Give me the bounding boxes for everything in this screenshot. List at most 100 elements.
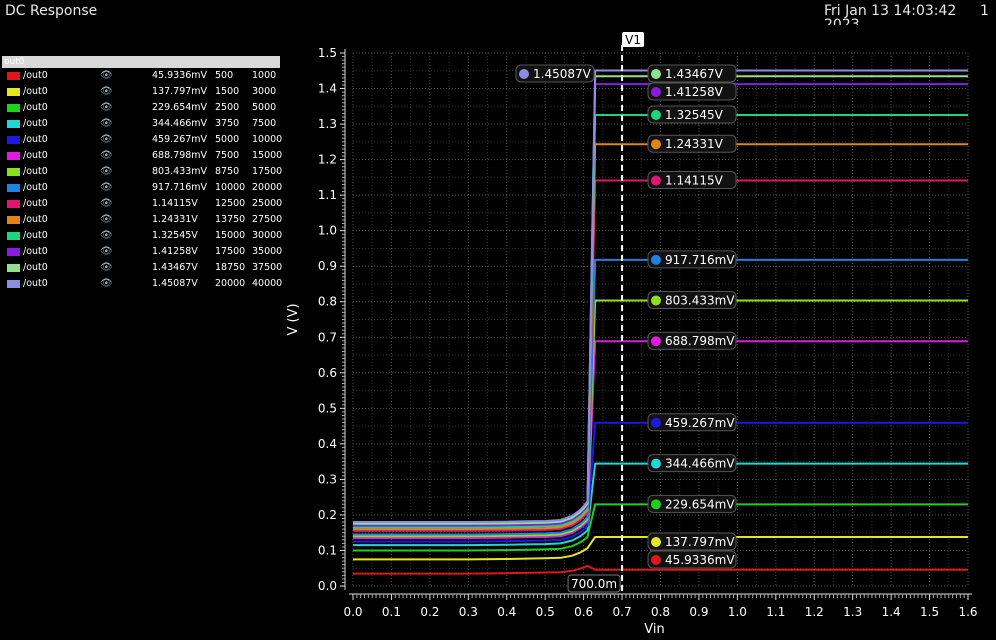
trace-name: /out0 — [23, 198, 48, 209]
trace-param-b: 5000 — [252, 102, 277, 113]
trace-param-a: 2500 — [215, 102, 240, 113]
visibility-eye-icon[interactable]: 👁 — [100, 118, 113, 129]
value-label: 917.716mV — [665, 253, 735, 267]
trace-value: 917.716mV — [152, 182, 208, 193]
value-label-box — [647, 291, 737, 310]
trace-value: 459.267mV — [152, 134, 208, 145]
x-tick-label: 1.4 — [882, 605, 901, 619]
visibility-eye-icon[interactable]: 👁 — [100, 278, 113, 289]
value-label-box — [647, 134, 737, 153]
value-label-box — [647, 331, 737, 350]
visibility-eye-icon[interactable]: 👁 — [100, 262, 113, 273]
visibility-eye-icon[interactable]: 👁 — [100, 230, 113, 241]
value-label-dot — [651, 175, 661, 186]
trace-value: 45.9336mV — [152, 70, 208, 81]
x-tick-label: 0.4 — [497, 605, 516, 619]
y-tick-label: 0.0 — [318, 579, 337, 593]
legend-row[interactable]: /out0 👁 137.797mV 1500 3000 — [2, 84, 280, 100]
trace-param-a: 13750 — [215, 214, 246, 225]
legend-row[interactable]: /out0 👁 803.433mV 8750 17500 — [2, 164, 282, 180]
trace-color-swatch — [7, 200, 20, 208]
value-label: 1.24331V — [665, 137, 724, 151]
legend-row[interactable]: /out0 👁 1.45087V 20000 40000 — [2, 276, 283, 292]
legend-row[interactable]: /out0 👁 1.43467V 18750 37500 — [2, 260, 282, 276]
visibility-eye-icon[interactable]: 👁 — [100, 182, 113, 193]
trace-param-a: 7500 — [215, 150, 240, 161]
x-tick-label: 0.7 — [613, 605, 632, 619]
page-number: 1 — [980, 3, 989, 19]
trace-value: 1.24331V — [152, 214, 198, 225]
trace-param-b: 25000 — [252, 198, 283, 209]
x-tick-label: 0.2 — [420, 605, 439, 619]
value-label: 1.41258V — [665, 85, 724, 99]
x-tick-label: 0.3 — [459, 605, 478, 619]
trace-name: /out0 — [23, 150, 48, 161]
trace-param-a: 15000 — [215, 230, 246, 241]
trace-color-swatch — [7, 184, 20, 192]
trace-value: 1.45087V — [152, 278, 198, 289]
value-label: 344.466mV — [665, 457, 735, 471]
value-label-box — [647, 64, 737, 83]
trace-value: 344.466mV — [152, 118, 208, 129]
value-label: 1.43467V — [665, 67, 724, 81]
value-label-dot — [651, 139, 661, 150]
trace-name: /out0 — [23, 166, 48, 177]
value-label: 1.14115V — [665, 174, 724, 188]
value-label-dot — [519, 69, 529, 79]
trace-param-b: 40000 — [252, 278, 283, 289]
trace-param-a: 5000 — [215, 134, 240, 145]
visibility-eye-icon[interactable]: 👁 — [100, 86, 113, 97]
visibility-eye-icon[interactable]: 👁 — [100, 134, 113, 145]
trace-name: /out0 — [23, 230, 48, 241]
trace-color-swatch — [7, 152, 20, 160]
legend-header[interactable]: out0 — [2, 56, 280, 68]
value-label: 137.797mV — [665, 535, 735, 549]
x-tick-label: 1.5 — [920, 605, 939, 619]
trace-color-swatch — [7, 104, 20, 112]
legend-row[interactable]: /out0 👁 45.9336mV 500 1000 — [2, 68, 280, 84]
value-label-dot — [651, 295, 661, 306]
legend-row[interactable]: /out0 👁 1.14115V 12500 25000 — [2, 196, 283, 212]
legend-row[interactable]: /out0 👁 688.798mV 7500 15000 — [2, 148, 282, 164]
legend-row[interactable]: /out0 👁 1.24331V 13750 27500 — [2, 212, 283, 228]
value-label: 803.433mV — [665, 294, 735, 308]
y-axis-label: V (V) — [286, 303, 301, 335]
trace-legend: out0 /out0 👁 45.9336mV 500 1000/out0 👁 137.797… — [2, 56, 283, 292]
x-tick-label: 0.0 — [343, 605, 362, 619]
visibility-eye-icon[interactable]: 👁 — [100, 166, 113, 177]
visibility-eye-icon[interactable]: 👁 — [100, 214, 113, 225]
trace-name: /out0 — [23, 102, 48, 113]
marker-name: V1 — [625, 33, 641, 47]
trace-color-swatch — [7, 216, 20, 224]
visibility-eye-icon[interactable]: 👁 — [100, 150, 113, 161]
legend-row[interactable]: /out0 👁 344.466mV 3750 7500 — [2, 116, 280, 132]
trace-color-swatch — [7, 136, 20, 144]
visibility-eye-icon[interactable]: 👁 — [100, 102, 113, 113]
trace-color-swatch — [7, 264, 20, 272]
trace-name: /out0 — [23, 246, 48, 257]
visibility-eye-icon[interactable]: 👁 — [100, 198, 113, 209]
y-tick-label: 0.4 — [318, 437, 337, 451]
trace-param-b: 27500 — [252, 214, 283, 225]
value-label-dot — [651, 499, 661, 510]
trace-name: /out0 — [23, 134, 48, 145]
x-tick-label: 0.8 — [651, 605, 670, 619]
trace-color-swatch — [7, 248, 20, 256]
legend-row[interactable]: /out0 👁 1.32545V 15000 30000 — [2, 228, 283, 244]
legend-row[interactable]: /out0 👁 229.654mV 2500 5000 — [2, 100, 280, 116]
visibility-eye-icon[interactable]: 👁 — [100, 70, 113, 81]
legend-row[interactable]: /out0 👁 459.267mV 5000 10000 — [2, 132, 282, 148]
value-label-dot — [651, 458, 661, 469]
value-label-box — [647, 494, 737, 513]
trace-param-b: 30000 — [252, 230, 283, 241]
visibility-eye-icon[interactable]: 👁 — [100, 246, 113, 257]
value-label: 45.9336mV — [665, 553, 735, 567]
trace-name: /out0 — [23, 182, 48, 193]
trace-name: /out0 — [23, 70, 48, 81]
trace-value: 1.43467V — [152, 262, 198, 273]
value-label-box — [647, 105, 737, 124]
legend-row[interactable]: /out0 👁 917.716mV 10000 20000 — [2, 180, 282, 196]
legend-row[interactable]: /out0 👁 1.41258V 17500 35000 — [2, 244, 282, 260]
x-tick-label: 1.2 — [805, 605, 824, 619]
